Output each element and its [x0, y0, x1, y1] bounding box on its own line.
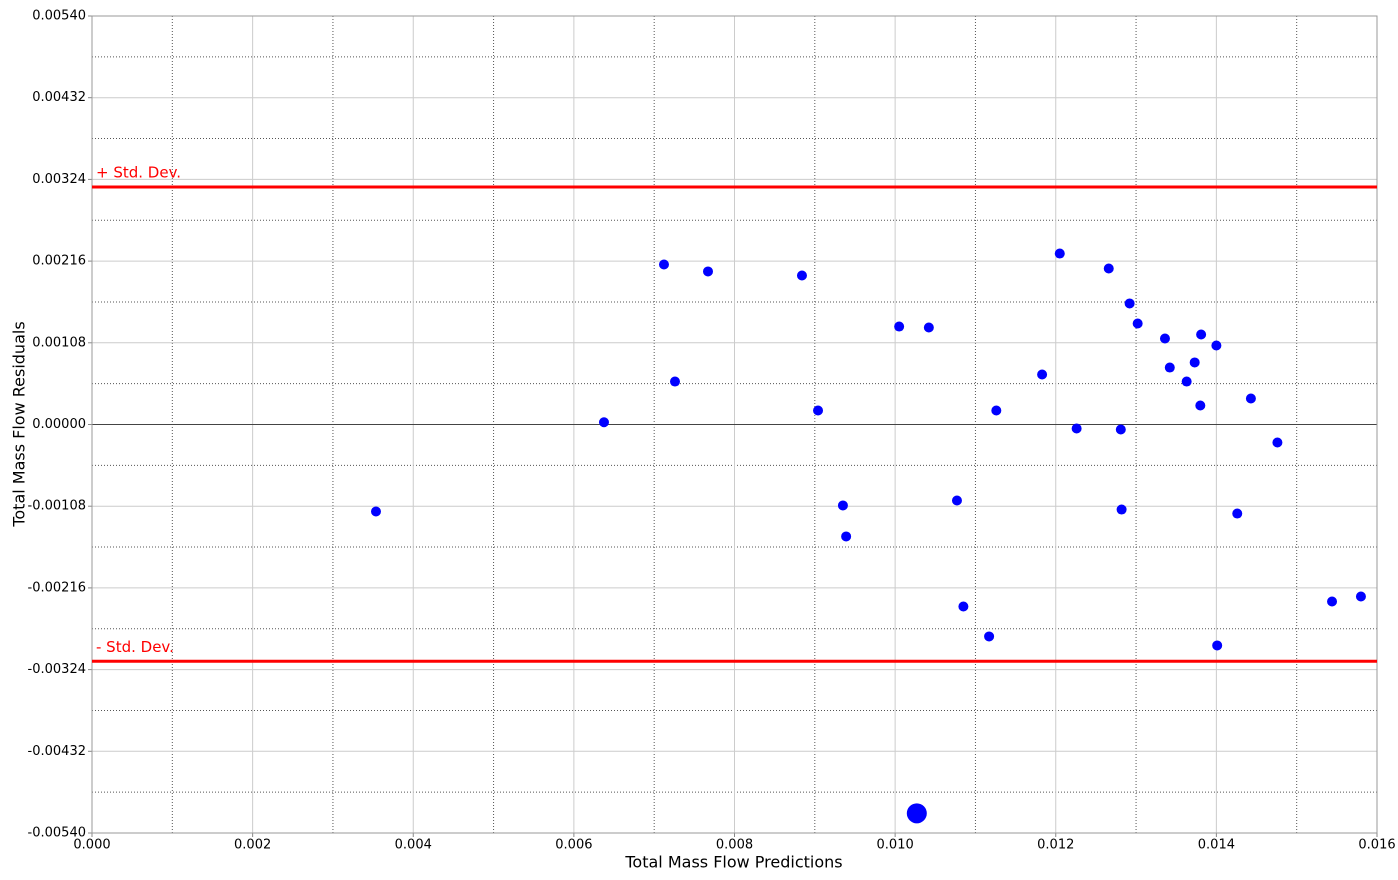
y-axis-label: Total Mass Flow Residuals	[10, 321, 29, 527]
x-tick-label: 0.016	[1358, 838, 1395, 853]
data-point	[1103, 263, 1114, 274]
data-point	[906, 803, 927, 824]
std-dev-label: + Std. Dev.	[96, 163, 181, 181]
y-tick-label: -0.00432	[28, 744, 86, 759]
data-point	[1124, 298, 1135, 309]
data-point	[923, 322, 934, 333]
data-point	[1054, 248, 1065, 259]
data-point	[1355, 591, 1366, 602]
x-tick-label: 0.008	[716, 838, 753, 853]
y-tick-label: 0.00432	[32, 90, 86, 105]
y-tick-label: -0.00108	[28, 499, 86, 514]
plot-border	[91, 15, 1378, 834]
x-axis-label: Total Mass Flow Predictions	[624, 853, 842, 872]
y-tick-label: -0.00324	[28, 662, 86, 677]
std-dev-label: - Std. Dev.	[96, 638, 174, 656]
data-point	[951, 495, 962, 506]
data-point	[841, 531, 852, 542]
x-tick-label: 0.004	[395, 838, 432, 853]
data-point	[1245, 393, 1256, 404]
y-tick-label: 0.00216	[32, 254, 86, 269]
x-tick-label: 0.000	[73, 838, 110, 853]
data-point	[1327, 596, 1338, 607]
data-point	[1037, 369, 1048, 380]
data-point	[984, 631, 995, 642]
x-tick-label: 0.012	[1037, 838, 1074, 853]
data-point	[370, 506, 381, 517]
data-point	[1071, 423, 1082, 434]
y-tick-label: 0.00324	[32, 172, 86, 187]
data-point	[658, 259, 669, 270]
data-point	[1195, 400, 1206, 411]
data-point	[894, 321, 905, 332]
data-point	[1159, 333, 1170, 344]
y-tick-label: 0.00000	[32, 417, 86, 432]
x-tick-label: 0.010	[877, 838, 914, 853]
data-point	[796, 270, 807, 281]
data-point	[1211, 340, 1222, 351]
data-point	[958, 601, 969, 612]
y-tick-label: 0.00108	[32, 335, 86, 350]
data-point	[1164, 362, 1175, 373]
data-point	[1181, 376, 1192, 387]
data-point	[1115, 424, 1126, 435]
data-point	[1232, 508, 1243, 519]
data-point	[813, 405, 824, 416]
data-point	[669, 376, 680, 387]
x-tick-label: 0.006	[555, 838, 592, 853]
data-point	[991, 405, 1002, 416]
y-tick-label: 0.00540	[32, 9, 86, 24]
y-tick-label: -0.00216	[28, 580, 86, 595]
x-tick-label: 0.014	[1198, 838, 1235, 853]
data-point	[1212, 640, 1223, 651]
data-point	[1132, 318, 1143, 329]
data-point	[1189, 357, 1200, 368]
data-point	[598, 417, 609, 428]
y-tick-label: -0.00540	[28, 826, 86, 841]
data-point	[1116, 504, 1127, 515]
data-point	[702, 266, 713, 277]
data-point	[837, 500, 848, 511]
x-tick-label: 0.002	[234, 838, 271, 853]
data-point	[1272, 437, 1283, 448]
data-point	[1196, 329, 1207, 340]
